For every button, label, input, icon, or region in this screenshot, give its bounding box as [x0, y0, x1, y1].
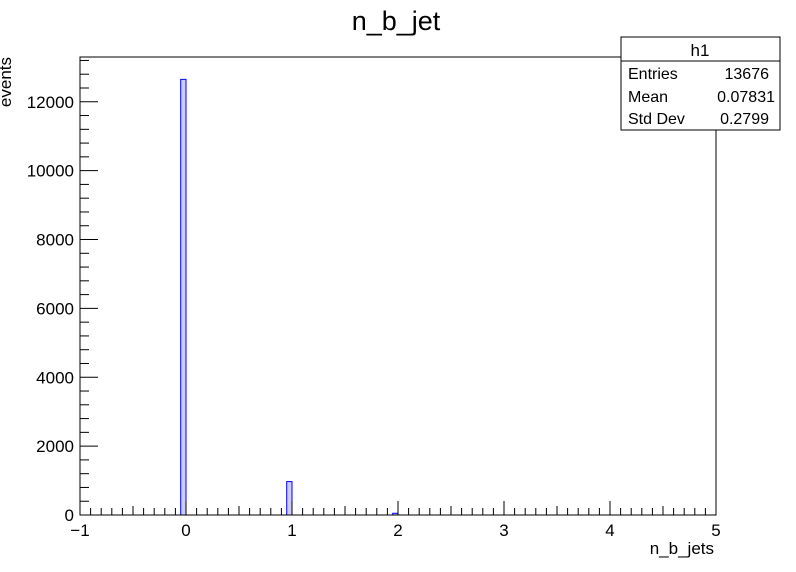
histogram-bar: [180, 78, 187, 516]
x-tick-label: −1: [70, 521, 89, 540]
y-tick-label: 0: [65, 506, 74, 525]
x-tick-label: 4: [605, 521, 614, 540]
stats-mean-label: Mean: [628, 89, 668, 106]
x-tick-label: 3: [499, 521, 508, 540]
chart-title: n_b_jet: [352, 6, 441, 36]
stats-entries-value: 13676: [725, 66, 770, 83]
y-tick-label: 4000: [36, 368, 74, 387]
stats-entries-label: Entries: [628, 66, 678, 83]
y-tick-label: 8000: [36, 231, 74, 250]
x-tick-label: 2: [393, 521, 402, 540]
stats-stddev-value: 0.2799: [720, 111, 769, 128]
y-tick-label: 10000: [27, 162, 74, 181]
x-axis-label: n_b_jets: [650, 539, 714, 558]
stats-box: h1 Entries 13676 Mean 0.07831 Std Dev 0.…: [620, 36, 781, 131]
histogram-bar: [286, 481, 293, 516]
plot-frame: [79, 56, 717, 516]
y-tick-label: 6000: [36, 299, 74, 318]
stats-stddev-label: Std Dev: [628, 111, 685, 128]
stats-box-title: h1: [691, 41, 710, 60]
x-tick-label: 5: [711, 521, 720, 540]
y-tick-label: 2000: [36, 437, 74, 456]
stats-box-frame: [620, 36, 781, 131]
y-tick-label: 12000: [27, 93, 74, 112]
x-tick-label: 1: [287, 521, 296, 540]
y-axis-label: events: [0, 57, 15, 107]
x-tick-label: 0: [181, 521, 190, 540]
stats-mean-value: 0.07831: [717, 89, 775, 106]
